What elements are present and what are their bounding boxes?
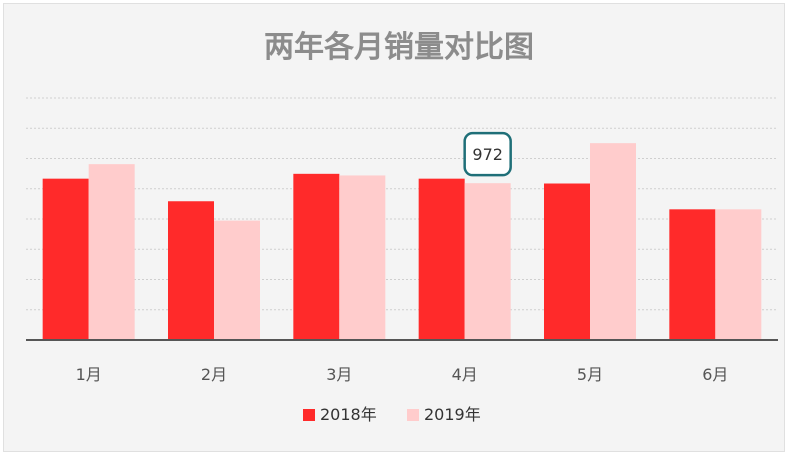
bar-2018-1 <box>42 178 89 340</box>
x-tick-label: 6月 <box>702 365 728 384</box>
chart-title: 两年各月销量对比图 <box>264 30 534 65</box>
data-labels: 972 <box>463 131 512 177</box>
bar-2019-2 <box>214 220 260 340</box>
x-tick-label: 2月 <box>201 365 227 384</box>
bar-2019-5 <box>590 143 636 340</box>
bar-chart: 两年各月销量对比图 1月 2月 3月 4月 5月 6月 972 2018年 2019年 <box>26 30 778 424</box>
legend-swatch-2018 <box>303 409 315 421</box>
x-tick-label: 3月 <box>326 365 352 384</box>
x-tick-label: 1月 <box>76 365 102 384</box>
bar-2018-2 <box>168 201 214 340</box>
bar-2018-5 <box>544 183 590 340</box>
bar-2018-6 <box>669 209 716 340</box>
bar-2019-3 <box>339 175 386 340</box>
legend-label-2019: 2019年 <box>424 405 481 424</box>
bar-2019-4 <box>464 183 511 340</box>
data-label: 972 <box>472 145 503 164</box>
legend-swatch-2019 <box>407 409 419 421</box>
x-axis-tick-labels: 1月 2月 3月 4月 5月 6月 <box>76 365 729 384</box>
bars <box>42 143 762 340</box>
legend: 2018年 2019年 <box>303 405 481 424</box>
x-tick-label: 4月 <box>452 365 478 384</box>
bar-2019-1 <box>88 164 135 340</box>
data-label-box <box>463 131 512 177</box>
chart-container: 两年各月销量对比图 1月 2月 3月 4月 5月 6月 972 2018年 2019年 <box>3 3 785 452</box>
x-tick-label: 5月 <box>577 365 603 384</box>
gridlines <box>26 97 778 311</box>
bar-2018-3 <box>293 173 340 340</box>
bar-2018-4 <box>418 178 465 340</box>
legend-label-2018: 2018年 <box>320 405 377 424</box>
bar-2019-6 <box>715 209 762 340</box>
